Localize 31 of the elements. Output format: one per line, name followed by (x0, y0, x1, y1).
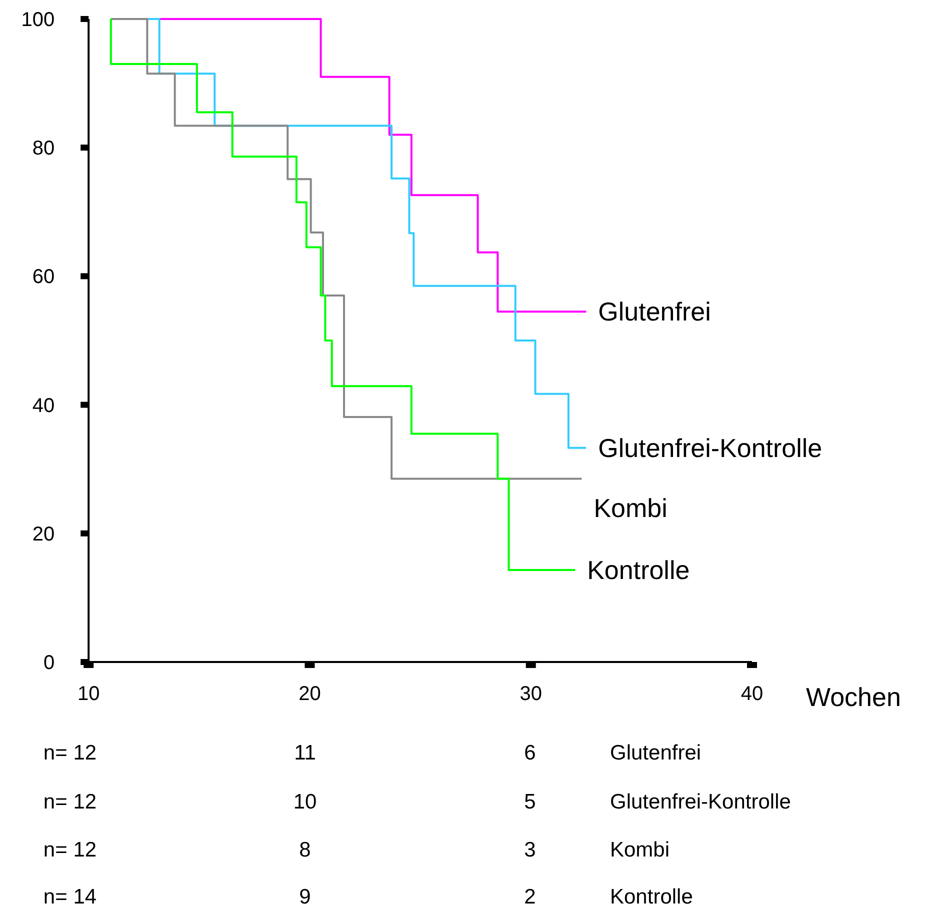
x-tick-label: 40 (740, 683, 764, 705)
x-tick-label: 30 (520, 683, 542, 705)
y-tick-label: 40 (32, 394, 55, 417)
series-label: Kontrolle (587, 555, 690, 586)
y-tick-label: 0 (43, 652, 55, 674)
text: Kombi (610, 838, 670, 862)
text: 10 (293, 790, 317, 814)
text: n= 12 (43, 790, 97, 814)
x-tick-label: 10 (77, 683, 100, 705)
text: n= 12 (43, 741, 97, 764)
series-label: Glutenfrei (598, 296, 711, 327)
text: 5 (524, 790, 536, 814)
text: Kontrolle (610, 885, 693, 908)
text: 3 (524, 838, 536, 862)
text: 8 (299, 838, 311, 862)
y-tick-label: 60 (32, 266, 55, 288)
series-label: Glutenfrei-Kontrolle (598, 432, 822, 463)
text: Glutenfrei-Kontrolle (610, 790, 791, 814)
y-tick-label: 80 (32, 138, 55, 160)
text: 6 (524, 741, 536, 764)
text: 9 (299, 885, 311, 908)
text: n= 12 (43, 838, 97, 862)
y-tick-label: 20 (32, 523, 55, 546)
x-tick-label: 20 (298, 683, 321, 705)
text: 11 (294, 741, 316, 764)
text: n= 14 (43, 885, 97, 908)
y-tick-label: 100 (21, 9, 55, 31)
series-label: Kombi (594, 492, 668, 523)
x-axis-title: Wochen (806, 682, 901, 712)
text: 2 (524, 885, 536, 908)
text: Glutenfrei (610, 741, 702, 764)
